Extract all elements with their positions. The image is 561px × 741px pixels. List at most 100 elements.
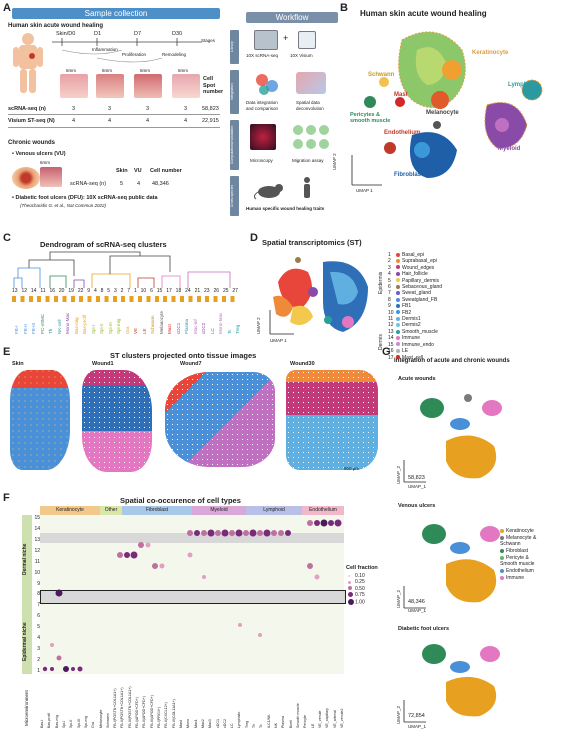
legend-label: Fibroblast xyxy=(506,548,528,554)
day-1: D1 xyxy=(94,31,102,37)
f-x-axis: Bas-I Bas-prolif Bas-mig Spi-I Spi-II Sp… xyxy=(40,676,344,728)
d-legend-item: 13 Smooth_muscle xyxy=(388,329,442,335)
e-scalebar: 500 µm xyxy=(344,466,360,471)
f-y-tick: 13 xyxy=(34,536,40,543)
f-y-tick: 5 xyxy=(37,624,40,631)
f-x-tick: Pericyte xyxy=(303,715,308,728)
b-ylabel: UMAP 2 xyxy=(332,153,337,170)
fraction-dot xyxy=(348,574,350,577)
g-dfu-ylabel: UMAP_2 xyxy=(396,705,401,724)
legend-label: Sweatgland_FB xyxy=(402,296,438,303)
vu-label: • Venous ulcers (VU) xyxy=(12,151,66,157)
fraction-dot xyxy=(348,580,351,584)
f-x-tick: Spi-I xyxy=(61,720,66,728)
vu-row-label: scRNA-seq (n) xyxy=(70,181,107,187)
e-sample-skin: Skin xyxy=(12,361,24,367)
dendro-num: 27 xyxy=(232,288,238,294)
fraction-dot xyxy=(348,598,354,605)
g-vu-umap xyxy=(403,524,500,609)
dendro-celltype: Mono-Mac xyxy=(65,312,70,334)
legend-label: Immune xyxy=(506,575,525,581)
panel-g-title: Integration of acute and chronic wounds xyxy=(394,358,510,364)
legend-swatch xyxy=(396,278,400,283)
f-y-tick: 9 xyxy=(37,580,40,587)
table-divider xyxy=(8,114,220,115)
dendro-num: 4 xyxy=(93,288,97,294)
f-x-tick: VE_capillary xyxy=(325,708,330,728)
f-legend-item: 0.75 xyxy=(348,592,365,598)
g-acute-umap xyxy=(403,394,502,483)
panel-b-umap xyxy=(351,31,543,186)
legend-swatch xyxy=(396,259,400,264)
f-y-tick: 4 xyxy=(37,635,40,642)
f-y-tick: 10 xyxy=(34,569,40,576)
f-x-tick: Bas-I xyxy=(40,719,44,728)
legend-label: Dermis1 xyxy=(402,316,421,323)
e-sample-wound30: Wound30 xyxy=(290,361,315,367)
panel-label-c: C xyxy=(3,232,11,244)
dendro-celltype: Mono-Mac xyxy=(218,312,223,334)
wf-scrna: 10X scRNA-seq xyxy=(246,53,279,58)
f-x-tick: Mac3 xyxy=(208,719,213,728)
f-x-tick: Bas-prolif xyxy=(47,712,52,728)
g-legend-item: Fibroblast xyxy=(500,548,536,554)
dendro-celltype: FB-III xyxy=(31,323,36,334)
f-x-tick: NK xyxy=(274,723,278,728)
dendro-num: 10 xyxy=(140,288,147,294)
legend-swatch xyxy=(396,271,400,276)
d-legend-item: 5 Papillary_dermis xyxy=(388,278,442,284)
fraction-dot xyxy=(348,592,353,598)
d-legend-item: 4 Hair_follicle xyxy=(388,271,442,277)
tissue-sample-d7 xyxy=(134,74,162,98)
deconv-tissue-icon xyxy=(296,72,326,94)
legend-label: Suprabasal_epi xyxy=(402,258,437,265)
wf-deconv: Spatial data deconvolution xyxy=(296,100,324,111)
dfu-label: • Diabetic foot ulcers (DFU): 10X scRNA-… xyxy=(12,195,158,201)
dendro-celltype: FB-II xyxy=(22,324,28,334)
f-x-tick: cDC2 xyxy=(222,719,227,728)
f-niche-dermal-label: Dermal niche xyxy=(22,543,28,575)
dendro-num: 8 xyxy=(100,288,104,294)
dendro-num: 2 xyxy=(120,288,124,294)
legend-swatch xyxy=(396,348,400,353)
f-x-tick: Plasma xyxy=(281,716,286,728)
d-legend: 1 Basal_epi 2 Suprabasal_epi 3 Wound_edges … xyxy=(388,252,442,361)
g-dfu-label: Diabetic foot ulcers xyxy=(398,626,450,632)
dendro-celltype: cDC1 xyxy=(175,322,181,334)
f-x-tick: Tc xyxy=(259,724,264,728)
phase-inflammation: Inflammation xyxy=(92,47,118,52)
f-y-tick: 6 xyxy=(37,613,40,620)
scrna-val-skin: 3 xyxy=(72,106,76,112)
tissue-spot-wound7 xyxy=(165,372,275,467)
legend-num: 14 xyxy=(388,335,394,342)
f-y-tick: 7 xyxy=(37,602,40,609)
f-x-tick: FB-II(APOD+CFD+) xyxy=(142,696,147,728)
b-label-fibroblast: Fibroblast xyxy=(394,172,424,178)
fraction-value: 0.75 xyxy=(355,592,365,599)
dendro-num: 3 xyxy=(113,288,117,294)
f-legend: 0.10 0.25 0.50 0.75 1.00 xyxy=(348,573,365,605)
dendro-num: 12 xyxy=(21,288,28,294)
legend-num: 11 xyxy=(388,316,394,323)
phase-proliferation: Proliferation xyxy=(122,52,147,57)
d-legend-item: 14 Immune xyxy=(388,335,442,341)
d-ylabel: UMAP 2 xyxy=(256,317,261,334)
dendro-num: 24 xyxy=(185,288,191,294)
legend-num: 9 xyxy=(388,303,391,310)
g-acute-label: Acute wounds xyxy=(398,376,436,382)
f-highlight-row-7 xyxy=(40,590,346,604)
f-x-tick: Schwann xyxy=(105,713,110,728)
f-y-tick: 8 xyxy=(37,591,40,598)
fraction-value: 0.25 xyxy=(355,579,365,586)
f-y-tick: 14 xyxy=(34,525,40,532)
f-x-tick: FB-II(POSTN+COL1A1+) xyxy=(120,687,125,728)
visium-slide-icon xyxy=(298,31,316,49)
f-niche-dermal xyxy=(22,515,32,581)
legend-num: 4 xyxy=(388,271,391,278)
legend-num: 7 xyxy=(388,290,391,297)
legend-label: Wound_edges xyxy=(402,264,435,271)
f-niche-epidermal xyxy=(22,581,32,674)
legend-label: Hair_follicle xyxy=(402,271,428,278)
g-dfu-umap xyxy=(403,644,500,723)
dendro-num: 15 xyxy=(156,288,163,294)
